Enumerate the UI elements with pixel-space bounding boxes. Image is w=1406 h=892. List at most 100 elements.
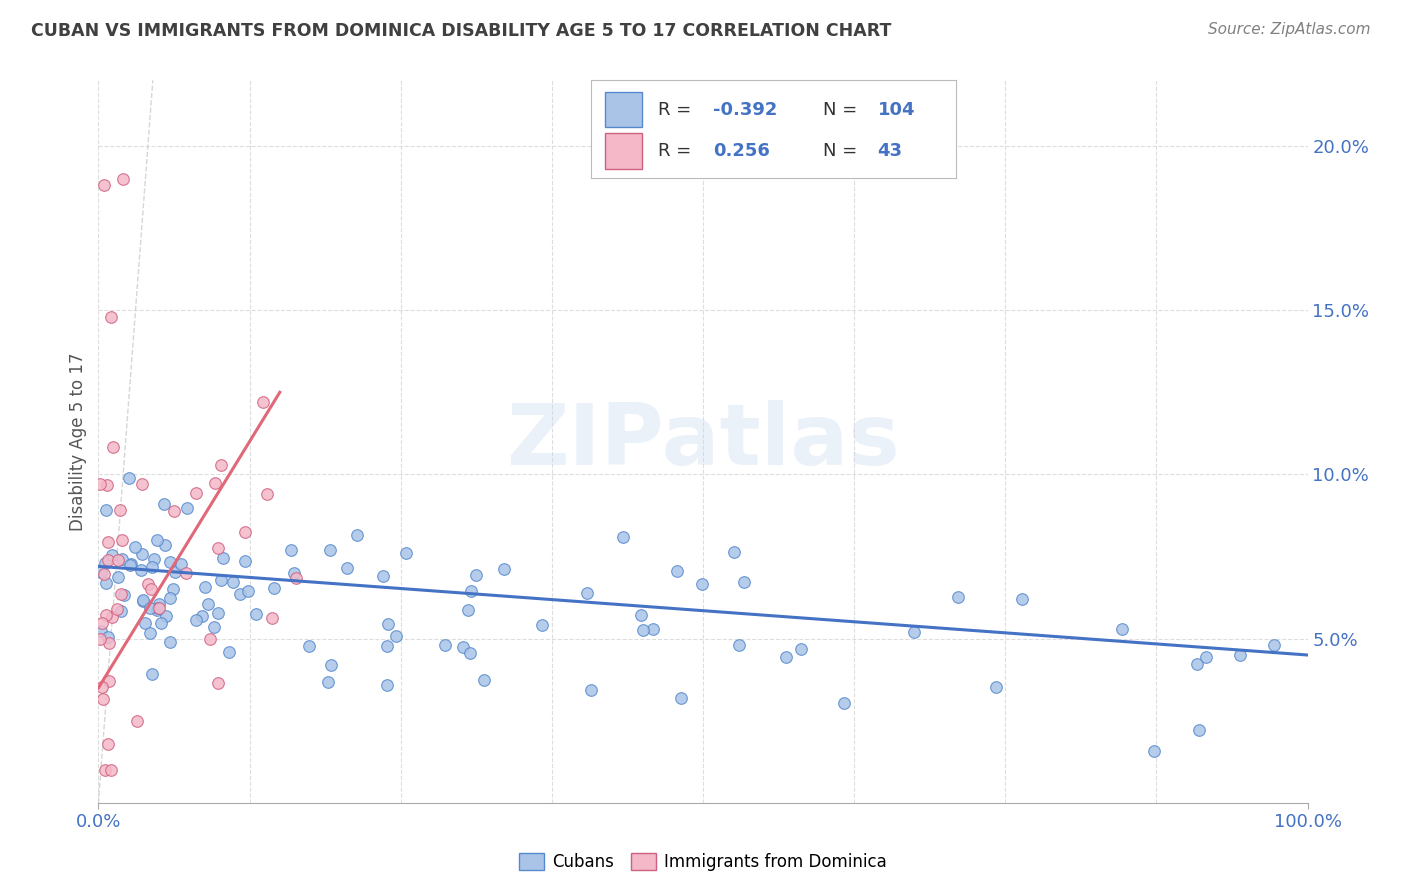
Point <box>139 582 162 596</box>
Point <box>89 632 111 646</box>
Point <box>202 620 225 634</box>
Point <box>207 541 229 555</box>
FancyBboxPatch shape <box>605 92 641 128</box>
Point <box>131 547 153 561</box>
Point <box>97 631 120 645</box>
Text: Source: ZipAtlas.com: Source: ZipAtlas.com <box>1208 22 1371 37</box>
Point <box>129 563 152 577</box>
Point <box>155 538 177 552</box>
Point <box>198 632 221 647</box>
Point <box>143 551 166 566</box>
Point <box>97 553 120 567</box>
Point <box>90 566 112 580</box>
Point <box>690 577 713 591</box>
Point <box>346 528 368 542</box>
Point <box>111 552 134 566</box>
Point <box>176 500 198 515</box>
Text: ZIPatlas: ZIPatlas <box>506 400 900 483</box>
Point <box>159 635 181 649</box>
Point <box>134 615 156 630</box>
Point <box>110 587 132 601</box>
Point <box>209 458 232 473</box>
Point <box>238 584 260 599</box>
Point <box>1185 657 1208 671</box>
Point <box>165 565 187 579</box>
Point <box>197 597 219 611</box>
Point <box>209 573 232 587</box>
Point <box>98 636 121 650</box>
Point <box>612 530 634 544</box>
Point <box>110 604 132 618</box>
Point <box>375 639 398 653</box>
Point <box>120 557 142 571</box>
Point <box>377 678 399 692</box>
Point <box>94 556 117 570</box>
Point <box>159 591 181 605</box>
Point <box>136 577 159 591</box>
Point <box>298 639 321 653</box>
Point <box>111 171 134 186</box>
Point <box>775 650 797 665</box>
Point <box>139 601 162 615</box>
Point <box>832 696 855 710</box>
Point <box>194 580 217 594</box>
Point <box>96 478 118 492</box>
Text: 104: 104 <box>877 101 915 119</box>
Point <box>159 556 181 570</box>
Point <box>169 557 191 571</box>
Point <box>233 554 256 568</box>
Point <box>377 617 399 632</box>
Point <box>100 763 122 777</box>
Point <box>150 616 173 631</box>
Point <box>94 763 117 777</box>
Point <box>97 737 120 751</box>
Point <box>118 558 141 573</box>
Point <box>260 611 283 625</box>
Point <box>131 477 153 491</box>
Point <box>460 583 482 598</box>
Point <box>371 569 394 583</box>
Point <box>207 676 229 690</box>
Point <box>903 625 925 640</box>
Text: R =: R = <box>658 142 697 160</box>
Point <box>100 310 122 324</box>
Point <box>89 477 111 491</box>
Y-axis label: Disability Age 5 to 17: Disability Age 5 to 17 <box>69 352 87 531</box>
Point <box>472 673 495 687</box>
Point <box>434 638 457 652</box>
Point <box>155 609 177 624</box>
Point <box>790 641 813 656</box>
Point <box>1143 744 1166 758</box>
Point <box>530 617 553 632</box>
Text: 43: 43 <box>877 142 903 160</box>
Point <box>108 502 131 516</box>
Point <box>492 561 515 575</box>
Point <box>579 683 602 698</box>
Point <box>1111 622 1133 636</box>
Point <box>229 587 252 601</box>
Point <box>132 594 155 608</box>
Point <box>124 540 146 554</box>
Point <box>90 615 112 630</box>
Text: N =: N = <box>823 142 863 160</box>
Point <box>91 680 114 694</box>
Point <box>221 574 243 589</box>
Point <box>184 613 207 627</box>
Point <box>162 582 184 596</box>
Point <box>152 498 174 512</box>
Point <box>186 486 208 500</box>
Point <box>94 502 117 516</box>
Point <box>1011 591 1033 606</box>
Text: R =: R = <box>658 101 697 119</box>
Point <box>1195 650 1218 665</box>
Point <box>218 644 240 658</box>
Point <box>1188 723 1211 737</box>
Point <box>98 673 121 688</box>
Legend: Cubans, Immigrants from Dominica: Cubans, Immigrants from Dominica <box>512 846 894 878</box>
Point <box>145 603 167 617</box>
FancyBboxPatch shape <box>605 133 641 169</box>
Point <box>1229 648 1251 662</box>
Point <box>283 566 305 581</box>
Point <box>112 588 135 602</box>
Point <box>139 626 162 640</box>
